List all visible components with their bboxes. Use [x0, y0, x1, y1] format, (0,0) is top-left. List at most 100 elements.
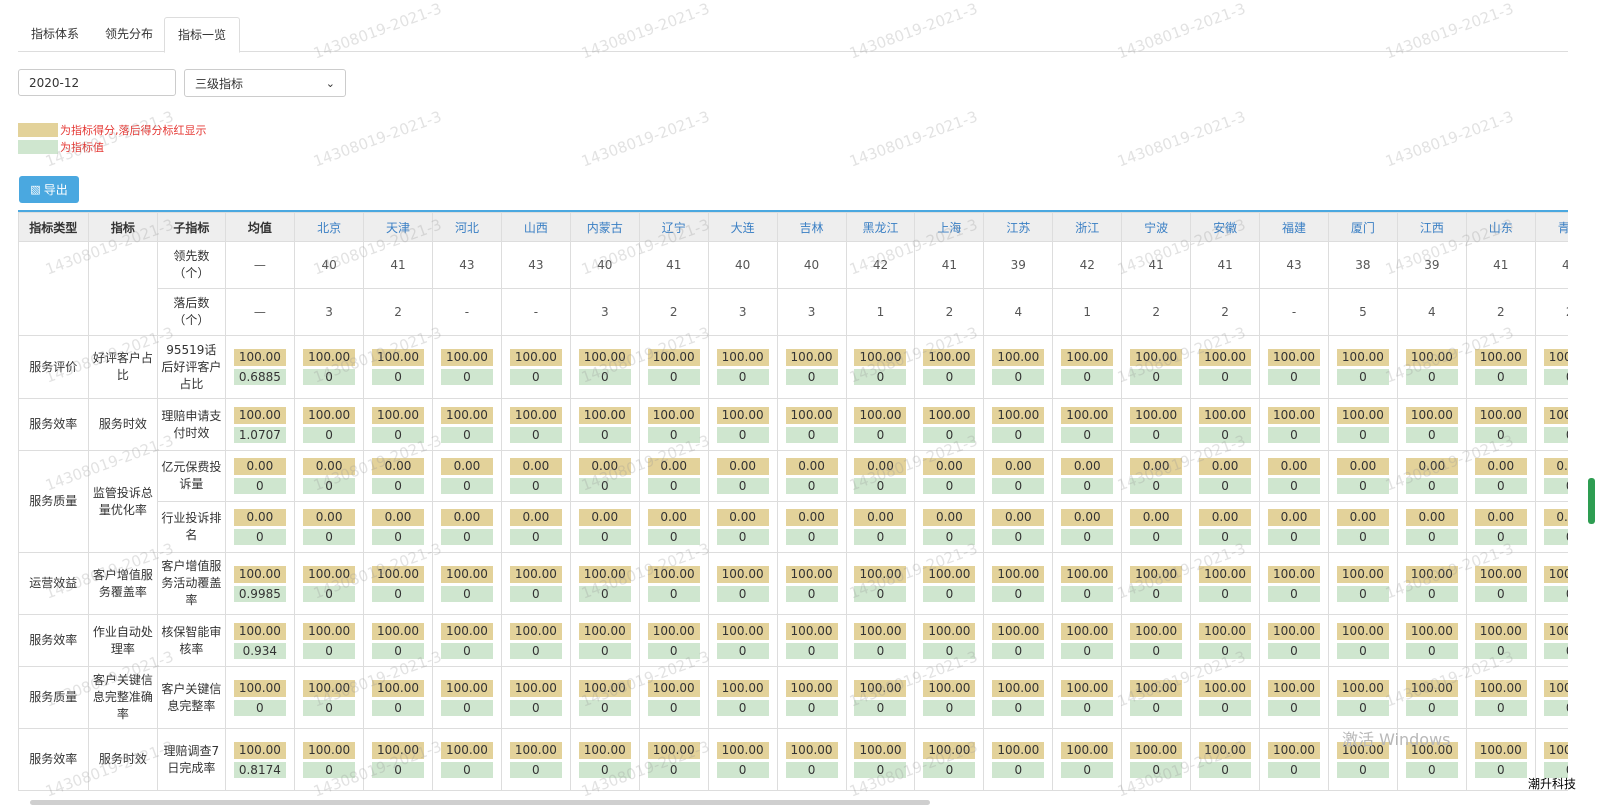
value-badge: 0	[1268, 529, 1320, 545]
score-badge: 100.00	[1336, 622, 1389, 640]
value-badge: 0	[785, 478, 838, 494]
score-value-pair: 0.00 0	[226, 509, 295, 545]
score-value-pair: 0.00 0	[571, 509, 639, 545]
score-value-pair: 100.00 0	[1536, 679, 1568, 716]
header-province[interactable]: 上海	[914, 212, 985, 242]
vertical-scrollbar[interactable]	[1588, 478, 1595, 524]
province-score-cell: 100.00 0	[569, 335, 640, 399]
score-badge: 100.00	[1336, 565, 1389, 583]
value-badge: 0	[372, 529, 425, 545]
score-value-pair: 100.00 0	[502, 349, 570, 385]
score-value-pair: 100.00 0	[1191, 622, 1259, 659]
score-badge: 100.00	[1474, 679, 1527, 697]
header-province[interactable]: 浙江	[1052, 212, 1123, 242]
score-badge: 100.00	[1543, 349, 1568, 366]
lead-count-cell: 41	[363, 241, 433, 289]
tab-lead-distribution[interactable]: 领先分布	[105, 27, 154, 41]
score-badge: 100.00	[1268, 349, 1320, 366]
export-icon: ▧	[30, 183, 41, 196]
score-value-pair: 100.00 0.8174	[226, 741, 295, 778]
header-province[interactable]: 江苏	[983, 212, 1054, 242]
lag-count-cell: 4	[1396, 288, 1467, 336]
score-value-pair: 100.00 0	[984, 406, 1052, 443]
level-select-value: 三级指标	[195, 76, 244, 91]
header-province[interactable]: 内蒙古	[569, 212, 640, 242]
value-badge: 0	[1405, 642, 1458, 659]
province-score-cell: 0.00 0	[569, 501, 640, 553]
value-badge: 0	[854, 426, 907, 443]
province-score-cell: 100.00 0	[1396, 666, 1467, 729]
score-badge: 0.00	[578, 458, 631, 475]
province-score-cell: 100.00 0	[845, 666, 916, 729]
lag-count-cell: 3	[776, 288, 847, 336]
value-badge: 0	[1268, 761, 1320, 778]
level-select[interactable]: 三级指标 ⌄	[184, 69, 346, 97]
score-badge: 100.00	[1130, 406, 1183, 424]
score-value-pair: 100.00 0	[1467, 406, 1535, 443]
header-province[interactable]: 黑龙江	[845, 212, 916, 242]
header-province[interactable]: 大连	[707, 212, 778, 242]
value-badge: 0	[372, 426, 425, 443]
horizontal-scrollbar[interactable]	[30, 800, 930, 805]
header-province[interactable]: 厦门	[1327, 212, 1398, 242]
value-badge: 0	[716, 585, 769, 602]
header-province[interactable]: 山西	[500, 212, 571, 242]
score-badge: 100.00	[923, 349, 976, 366]
header-province[interactable]: 吉林	[776, 212, 847, 242]
tab-indicator-system[interactable]: 指标体系	[31, 27, 80, 41]
score-value-pair: 100.00 0	[295, 679, 363, 716]
score-badge: 100.00	[1061, 349, 1114, 366]
province-score-cell: 100.00 0	[845, 398, 916, 451]
value-badge: 0	[1199, 478, 1252, 494]
value-badge: 0	[923, 642, 976, 659]
score-badge: 100.00	[992, 349, 1045, 366]
legend-value: 为指标值	[18, 139, 104, 155]
value-badge: 0	[785, 529, 838, 545]
indicator-type-cell: 服务效率	[18, 398, 89, 451]
header-province[interactable]: 宁波	[1121, 212, 1192, 242]
score-value-pair: 100.00 0	[1467, 741, 1535, 778]
value-badge: 0	[923, 369, 976, 385]
value-badge: 0	[1199, 699, 1252, 716]
header-province[interactable]: 北京	[294, 212, 365, 242]
score-value-pair: 0.00 0	[915, 509, 983, 545]
value-badge: 0	[440, 426, 493, 443]
score-value-pair: 100.00 0	[1467, 349, 1535, 385]
value-badge: 0	[1061, 529, 1114, 545]
score-value-pair: 100.00 0	[1122, 622, 1190, 659]
header-province[interactable]: 辽宁	[638, 212, 709, 242]
export-button[interactable]: ▧ 导出	[19, 176, 79, 203]
header-province[interactable]: 河北	[431, 212, 502, 242]
province-score-cell: 100.00 0	[638, 728, 709, 791]
tab-indicator-overview[interactable]: 指标一览	[164, 17, 241, 53]
value-badge: 0	[854, 761, 907, 778]
score-badge: 100.00	[1474, 741, 1527, 759]
date-input[interactable]	[18, 69, 176, 96]
header-province[interactable]: 天津	[363, 212, 433, 242]
score-value-pair: 0.00 0	[847, 458, 915, 494]
value-badge: 0	[785, 369, 838, 385]
score-value-pair: 100.00 0	[364, 741, 432, 778]
score-badge: 0.00	[647, 509, 700, 526]
score-badge: 100.00	[1061, 622, 1114, 640]
header-province[interactable]: 江西	[1396, 212, 1467, 242]
score-badge: 100.00	[1543, 679, 1568, 697]
value-badge: 0	[647, 369, 700, 385]
province-score-cell: 100.00 0	[914, 614, 985, 667]
score-value-pair: 0.00 0	[709, 509, 777, 545]
province-score-cell: 100.00 0	[776, 666, 847, 729]
header-province[interactable]: 福建	[1259, 212, 1329, 242]
score-badge: 0.00	[1061, 458, 1114, 475]
score-badge: 100.00	[923, 565, 976, 583]
header-province[interactable]: 山东	[1465, 212, 1536, 242]
indicator-table-container[interactable]: 指标类型 指标 子指标 均值 北京 天津 河北 山西 内蒙古 辽宁 大连 吉林 黑龙江 上海 江苏 浙江 宁波安…	[18, 210, 1568, 809]
score-value-pair: 100.00 0	[984, 565, 1052, 602]
score-value-pair: 0.00 0	[502, 458, 570, 494]
province-score-cell: 0.00 0	[431, 450, 502, 502]
header-province[interactable]: 安徽	[1190, 212, 1261, 242]
header-province[interactable]: 青岛	[1534, 212, 1568, 242]
score-badge: 100.00	[854, 741, 907, 759]
score-badge: 0.00	[716, 509, 769, 526]
province-score-cell: 100.00 0	[294, 552, 365, 615]
sub-indicator-cell: 核保智能审核率	[157, 614, 226, 667]
